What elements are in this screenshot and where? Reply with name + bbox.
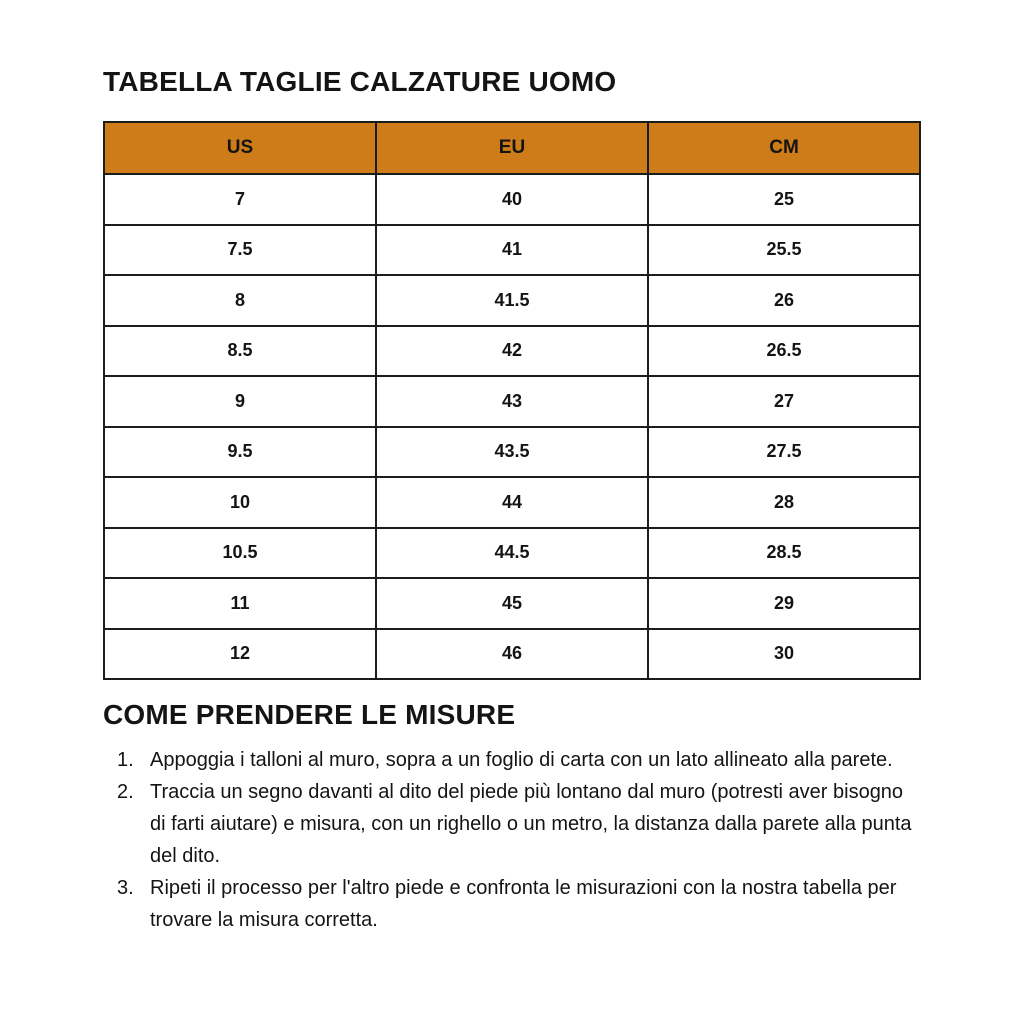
size-cell: 44 <box>375 476 649 529</box>
measure-step: 1. Appoggia i talloni al muro, sopra a un… <box>103 744 923 776</box>
size-cell: 28.5 <box>647 526 921 579</box>
size-table-header: US EU CM <box>103 121 921 175</box>
table-row: 8 41.5 26 <box>103 274 921 327</box>
header-row: US EU CM <box>103 121 921 175</box>
size-cell: 44.5 <box>375 526 649 579</box>
size-cell: 30 <box>647 627 921 680</box>
step-text: Traccia un segno davanti al dito del pie… <box>150 781 912 867</box>
size-cell: 25.5 <box>647 223 921 276</box>
size-cell: 8 <box>103 274 377 327</box>
table-row: 7 40 25 <box>103 173 921 226</box>
size-table-body: 7 40 25 7.5 41 25.5 8 41.5 26 8.5 42 26.5 9 43 27 9.5 43… <box>103 173 921 680</box>
size-cell: 43.5 <box>375 425 649 478</box>
size-cell: 40 <box>375 173 649 226</box>
table-row: 10 44 28 <box>103 476 921 529</box>
measure-step: 3. Ripeti il processo per l'altro piede e… <box>103 872 923 936</box>
size-cell: 27 <box>647 375 921 428</box>
measure-steps: 1. Appoggia i talloni al muro, sopra a un… <box>103 744 923 936</box>
size-cell: 8.5 <box>103 324 377 377</box>
column-header-us: US <box>103 121 377 175</box>
size-cell: 43 <box>375 375 649 428</box>
table-row: 9 43 27 <box>103 375 921 428</box>
table-row: 10.5 44.5 28.5 <box>103 526 921 579</box>
size-cell: 28 <box>647 476 921 529</box>
page-title: TABELLA TAGLIE CALZATURE UOMO <box>103 66 617 97</box>
column-header-eu: EU <box>375 121 649 175</box>
size-cell: 25 <box>647 173 921 226</box>
size-cell: 27.5 <box>647 425 921 478</box>
size-cell: 9 <box>103 375 377 428</box>
size-cell: 41.5 <box>375 274 649 327</box>
table-row: 12 46 30 <box>103 627 921 680</box>
size-cell: 9.5 <box>103 425 377 478</box>
measure-step: 2. Traccia un segno davanti al dito del p… <box>103 776 923 872</box>
step-text: Ripeti il processo per l'altro piede e c… <box>150 877 897 931</box>
table-row: 11 45 29 <box>103 577 921 630</box>
size-cell: 26 <box>647 274 921 327</box>
size-cell: 7.5 <box>103 223 377 276</box>
step-number: 1. <box>117 749 134 771</box>
size-cell: 42 <box>375 324 649 377</box>
size-cell: 10.5 <box>103 526 377 579</box>
table-row: 7.5 41 25.5 <box>103 223 921 276</box>
size-cell: 10 <box>103 476 377 529</box>
size-table: US EU CM 7 40 25 7.5 41 25.5 8 41.5 26 8.5 42 26.5 9… <box>103 121 921 680</box>
size-cell: 7 <box>103 173 377 226</box>
size-cell: 41 <box>375 223 649 276</box>
step-number: 2. <box>117 781 134 803</box>
instructions-title: COME PRENDERE LE MISURE <box>103 699 516 730</box>
size-cell: 29 <box>647 577 921 630</box>
size-cell: 11 <box>103 577 377 630</box>
table-row: 8.5 42 26.5 <box>103 324 921 377</box>
size-cell: 26.5 <box>647 324 921 377</box>
size-cell: 12 <box>103 627 377 680</box>
table-row: 9.5 43.5 27.5 <box>103 425 921 478</box>
step-number: 3. <box>117 877 134 899</box>
column-header-cm: CM <box>647 121 921 175</box>
size-cell: 46 <box>375 627 649 680</box>
step-text: Appoggia i talloni al muro, sopra a un f… <box>150 749 893 771</box>
size-cell: 45 <box>375 577 649 630</box>
